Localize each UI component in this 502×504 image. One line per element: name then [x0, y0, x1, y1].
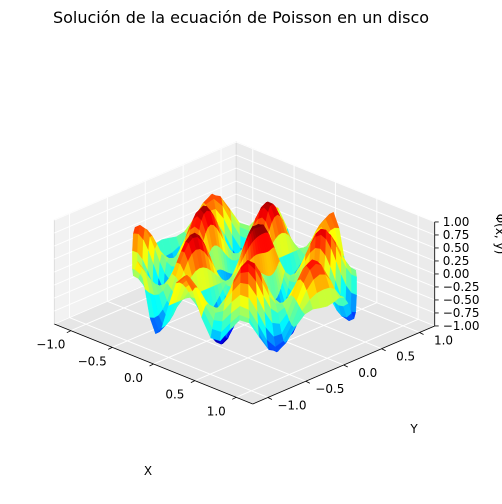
surface-plot — [132, 193, 357, 353]
x-tick-label: 0.5 — [165, 388, 184, 402]
y-tick — [343, 364, 348, 368]
grid-line — [236, 318, 419, 398]
surface-patch — [315, 234, 322, 250]
z-tick-label: −0.25 — [443, 280, 480, 294]
z-tick-label: −1.00 — [443, 319, 480, 333]
surface-patch — [132, 233, 139, 254]
y-tick-label: 0.0 — [358, 366, 377, 380]
y-tick — [419, 332, 424, 335]
grid-line — [54, 154, 237, 234]
z-tick-label: 0.75 — [443, 228, 470, 242]
y-axis-label: Y — [409, 422, 418, 436]
y-tick — [267, 397, 273, 400]
z-tick-label: 0.50 — [443, 241, 470, 255]
x-tick — [108, 346, 113, 350]
x-tick-label: 0.0 — [124, 371, 143, 385]
x-axis-label: X — [144, 464, 152, 478]
axes: −1.0−0.50.00.51.0 −1.0−0.50.00.51.0−1.00−… — [36, 215, 479, 418]
z-tick-label: −0.50 — [443, 293, 480, 307]
z-axis-label: Φ(x, y) — [493, 214, 502, 255]
grid-line — [54, 141, 237, 221]
chart-title: Solución de la ecuación de Poisson en un… — [53, 8, 429, 27]
surface-patch — [248, 317, 260, 337]
y-tick-label: 0.5 — [396, 350, 415, 364]
z-tick-label: 0.00 — [443, 267, 470, 281]
y-tick-label: −1.0 — [277, 398, 306, 412]
z-tick-label: 1.00 — [443, 215, 470, 229]
surface-patch — [350, 292, 357, 313]
surface-patch — [351, 274, 357, 296]
y-tick-label: −0.5 — [315, 382, 344, 396]
y-tick — [381, 348, 386, 352]
x-tick-label: 1.0 — [207, 404, 226, 418]
x-tick-label: −0.5 — [78, 354, 107, 368]
x-tick-label: −1.0 — [36, 338, 65, 352]
x-tick — [66, 330, 72, 334]
z-tick-label: −0.75 — [443, 306, 480, 320]
grid-line — [236, 141, 435, 223]
y-tick — [305, 380, 311, 384]
x-tick — [149, 363, 154, 367]
grid-line — [236, 154, 435, 236]
z-tick-label: 0.25 — [443, 254, 470, 268]
grid-line — [236, 167, 435, 249]
surface-patch — [240, 271, 249, 285]
x-tick — [190, 380, 196, 384]
x-tick — [232, 396, 237, 400]
y-tick-label: 1.0 — [434, 333, 453, 347]
grid-line — [54, 167, 237, 247]
grid-line — [54, 180, 237, 260]
surface-patch — [213, 311, 224, 322]
